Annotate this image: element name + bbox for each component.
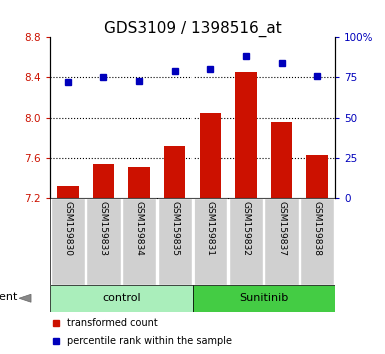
Text: control: control (102, 293, 141, 303)
FancyBboxPatch shape (122, 198, 156, 285)
FancyBboxPatch shape (300, 198, 334, 285)
Text: Sunitinib: Sunitinib (239, 293, 288, 303)
Text: GSM159833: GSM159833 (99, 201, 108, 256)
Text: GSM159835: GSM159835 (170, 201, 179, 256)
Bar (164, 146, 186, 354)
FancyBboxPatch shape (264, 198, 299, 285)
FancyBboxPatch shape (86, 198, 121, 285)
FancyBboxPatch shape (50, 285, 192, 312)
Bar (235, 73, 257, 354)
Text: transformed count: transformed count (67, 318, 158, 328)
Text: GSM159830: GSM159830 (64, 201, 72, 256)
FancyBboxPatch shape (51, 198, 85, 285)
Text: GSM159832: GSM159832 (241, 201, 250, 256)
Text: GSM159831: GSM159831 (206, 201, 215, 256)
FancyBboxPatch shape (193, 198, 228, 285)
FancyBboxPatch shape (192, 285, 335, 312)
Text: GSM159838: GSM159838 (313, 201, 321, 256)
Polygon shape (19, 294, 31, 302)
Title: GDS3109 / 1398516_at: GDS3109 / 1398516_at (104, 21, 281, 37)
FancyBboxPatch shape (229, 198, 263, 285)
Text: GSM159834: GSM159834 (135, 201, 144, 256)
Bar (271, 122, 292, 354)
Bar (306, 155, 328, 354)
Bar (128, 167, 150, 354)
Text: percentile rank within the sample: percentile rank within the sample (67, 336, 232, 346)
Text: GSM159837: GSM159837 (277, 201, 286, 256)
Bar (93, 164, 114, 354)
Text: agent: agent (0, 292, 18, 302)
Bar (57, 186, 79, 354)
Bar (199, 113, 221, 354)
FancyBboxPatch shape (157, 198, 192, 285)
